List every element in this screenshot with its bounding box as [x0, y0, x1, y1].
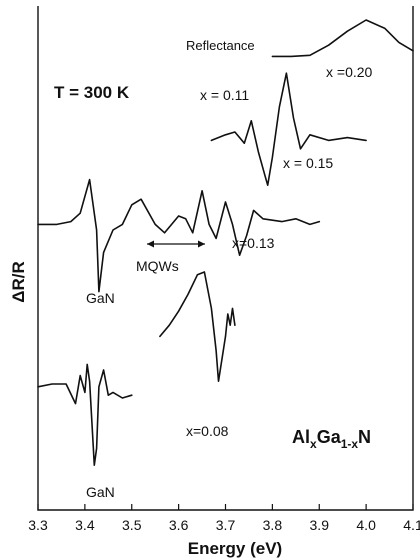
- mqws-label: MQWs: [136, 258, 179, 274]
- x-tick-label: 3.7: [216, 517, 236, 533]
- composition-formula: AlxGa1-xN: [292, 427, 371, 451]
- x011-label: x = 0.11: [200, 87, 249, 103]
- y-axis-label: ΔR/R: [9, 261, 28, 303]
- x-tick-label: 3.3: [28, 517, 48, 533]
- series-line-2: [210, 72, 367, 186]
- x-tick-label: 4.1: [403, 517, 420, 533]
- reflectance-label: Reflectance: [186, 38, 255, 53]
- x008-label: x=0.08: [186, 423, 229, 439]
- x-tick-label: 3.8: [263, 517, 283, 533]
- x-axis-label: Energy (eV): [188, 539, 282, 558]
- x-ticks: 3.3 3.4 3.5 3.6 3.7 3.8 3.9 4.0 4.1: [28, 504, 420, 533]
- series-line-5: [37, 363, 133, 466]
- temperature-label: T = 300 K: [54, 83, 130, 102]
- series-line-1: [271, 19, 414, 58]
- series-line-3: [37, 178, 321, 293]
- x020-label: x =0.20: [326, 64, 373, 80]
- traces: [37, 19, 414, 466]
- x-tick-label: 3.6: [169, 517, 189, 533]
- mqws-double-arrow: [147, 240, 205, 248]
- x-tick-label: 3.5: [122, 517, 142, 533]
- x-tick-label: 3.4: [75, 517, 95, 533]
- x013-label: x=0.13: [232, 235, 275, 251]
- x015-label: x = 0.15: [283, 155, 333, 171]
- gan-bottom-label: GaN: [86, 484, 115, 500]
- x-tick-label: 3.9: [310, 517, 330, 533]
- gan-top-label: GaN: [86, 290, 115, 306]
- x-tick-label: 4.0: [356, 517, 376, 533]
- series-line-4: [159, 271, 236, 382]
